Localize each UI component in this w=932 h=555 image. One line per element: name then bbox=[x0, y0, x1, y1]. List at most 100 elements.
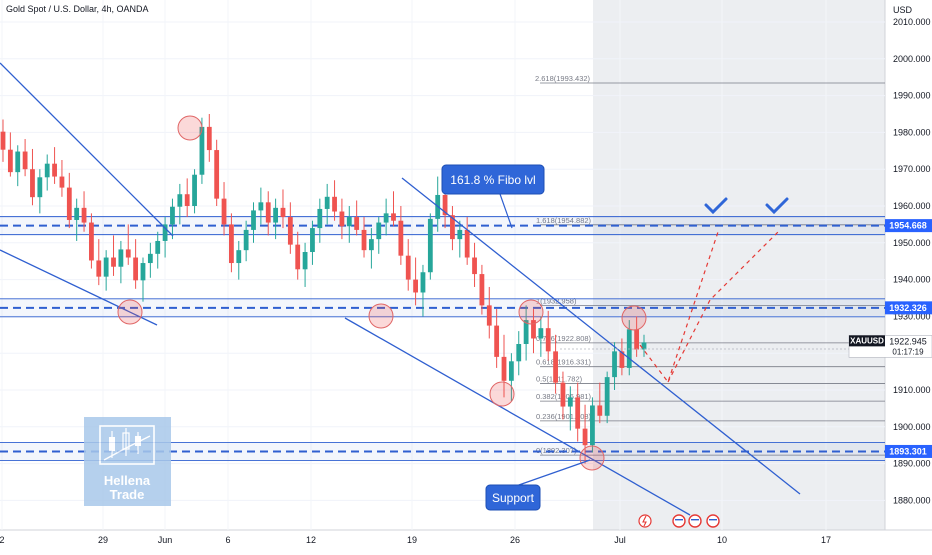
fib-level-label: 2.618(1993.432) bbox=[535, 74, 591, 83]
candle-body bbox=[96, 260, 102, 277]
candle-body bbox=[597, 405, 603, 416]
candle-body bbox=[612, 351, 617, 378]
badge-level-1893[interactable]: 1893.301 bbox=[885, 444, 932, 458]
price-tick-label: 1890.000 bbox=[893, 459, 931, 469]
time-tick-label: 26 bbox=[510, 535, 520, 545]
candle-body bbox=[111, 257, 116, 267]
last-price-symbol: XAUUSD bbox=[850, 336, 884, 345]
candle-body bbox=[634, 329, 640, 350]
candle-body bbox=[22, 151, 28, 170]
time-tick-label: Jun bbox=[158, 535, 173, 545]
trendline bbox=[0, 249, 158, 326]
candle-body bbox=[229, 224, 234, 264]
price-tick-label: 1970.000 bbox=[893, 164, 931, 174]
badge-level-1954-text: 1954.668 bbox=[889, 221, 927, 231]
candle-body bbox=[354, 217, 360, 230]
candle-body bbox=[125, 249, 131, 258]
candle-body bbox=[442, 194, 448, 216]
candle-body bbox=[450, 215, 455, 240]
price-tick-label: 1940.000 bbox=[893, 275, 931, 285]
fibo-callout[interactable]: 161.8 % Fibo lvl bbox=[441, 164, 545, 229]
candle-body bbox=[332, 196, 337, 212]
candle-body bbox=[575, 397, 581, 429]
candle-body bbox=[324, 196, 330, 209]
candle-body bbox=[177, 194, 183, 207]
candle-body bbox=[560, 382, 566, 407]
future-shaded-region bbox=[593, 0, 885, 530]
fibo-callout-box bbox=[441, 164, 545, 195]
candle-body bbox=[192, 174, 197, 206]
candle-body bbox=[15, 151, 21, 173]
candle-body bbox=[280, 207, 286, 218]
candle-body bbox=[494, 325, 500, 357]
time-tick-label: 10 bbox=[717, 535, 727, 545]
candle-body bbox=[0, 131, 6, 150]
time-axis-ticks: 2 29 Jun 6 12 19 26 Jul 10 17 bbox=[0, 535, 831, 545]
candle-body bbox=[398, 220, 404, 256]
candle-body bbox=[302, 252, 308, 270]
support-callout[interactable]: Support bbox=[485, 459, 591, 511]
horizontal-zones bbox=[0, 216, 885, 461]
us-flag-event-icon[interactable] bbox=[672, 514, 686, 528]
time-tick-label: 17 bbox=[821, 535, 831, 545]
candle-body bbox=[74, 207, 80, 220]
candle-body bbox=[523, 320, 529, 344]
fibo-callout-pointer bbox=[499, 193, 513, 229]
pivot-circle bbox=[489, 381, 515, 407]
fib-level-label: 1.618(1954.882) bbox=[536, 216, 592, 225]
us-flag-event-icon[interactable] bbox=[706, 514, 720, 528]
fib-level-label: 0.236(1901.608) bbox=[536, 412, 592, 421]
support-callout-text: Support bbox=[492, 491, 535, 505]
candle-body bbox=[206, 126, 212, 151]
price-tick-label: 1900.000 bbox=[893, 422, 931, 432]
badge-level-1932[interactable]: 1932.326 bbox=[885, 301, 932, 315]
candle-body bbox=[170, 206, 175, 225]
candle-body bbox=[567, 397, 573, 407]
price-tick-label: 2010.000 bbox=[893, 17, 931, 27]
candle-body bbox=[413, 279, 418, 293]
candle-body bbox=[531, 320, 536, 339]
candle-body bbox=[383, 213, 389, 223]
candle-body bbox=[582, 428, 588, 446]
trendline bbox=[0, 62, 174, 237]
trendlines bbox=[0, 62, 801, 516]
support-callout-pointer bbox=[515, 459, 591, 487]
candle-body bbox=[361, 229, 367, 251]
fib-level-label: 0.618(1916.331) bbox=[536, 358, 592, 367]
pivot-circle bbox=[579, 445, 605, 471]
candle-body bbox=[287, 217, 293, 245]
candle-body bbox=[295, 244, 301, 270]
candle-body bbox=[30, 169, 35, 198]
pivot-circle bbox=[117, 299, 143, 325]
candle-body bbox=[472, 257, 477, 275]
symbol-title: Gold Spot / U.S. Dollar, 4h, OANDA bbox=[6, 4, 149, 14]
badge-last-price[interactable]: XAUUSD 1922.945 01:17:19 bbox=[848, 335, 932, 358]
badge-level-1954[interactable]: 1954.668 bbox=[885, 219, 932, 233]
candle-body bbox=[214, 150, 220, 199]
candle-body bbox=[457, 229, 463, 240]
badge-level-1932-text: 1932.326 bbox=[889, 303, 927, 313]
candle-body bbox=[147, 253, 153, 264]
candle-body bbox=[464, 229, 470, 258]
badge-level-1893-text: 1893.301 bbox=[889, 446, 927, 456]
candle-body bbox=[236, 250, 242, 264]
candle-body bbox=[89, 222, 94, 261]
lightning-event-icon[interactable] bbox=[638, 514, 652, 528]
time-tick-label: 12 bbox=[306, 535, 316, 545]
trendline bbox=[401, 177, 801, 495]
event-icons[interactable] bbox=[638, 514, 720, 528]
price-tick-label: 1990.000 bbox=[893, 91, 931, 101]
candle-body bbox=[251, 210, 256, 230]
candle-body bbox=[81, 207, 87, 223]
candle-body bbox=[626, 329, 632, 368]
price-tick-label: 1950.000 bbox=[893, 238, 931, 248]
candle-body bbox=[221, 198, 227, 225]
candle-body bbox=[427, 218, 433, 273]
pivot-circle bbox=[177, 115, 203, 141]
time-tick-label: 19 bbox=[407, 535, 417, 545]
candle-body bbox=[545, 328, 551, 352]
candle-body bbox=[265, 202, 271, 223]
time-tick-label: 29 bbox=[98, 535, 108, 545]
us-flag-event-icon[interactable] bbox=[688, 514, 702, 528]
